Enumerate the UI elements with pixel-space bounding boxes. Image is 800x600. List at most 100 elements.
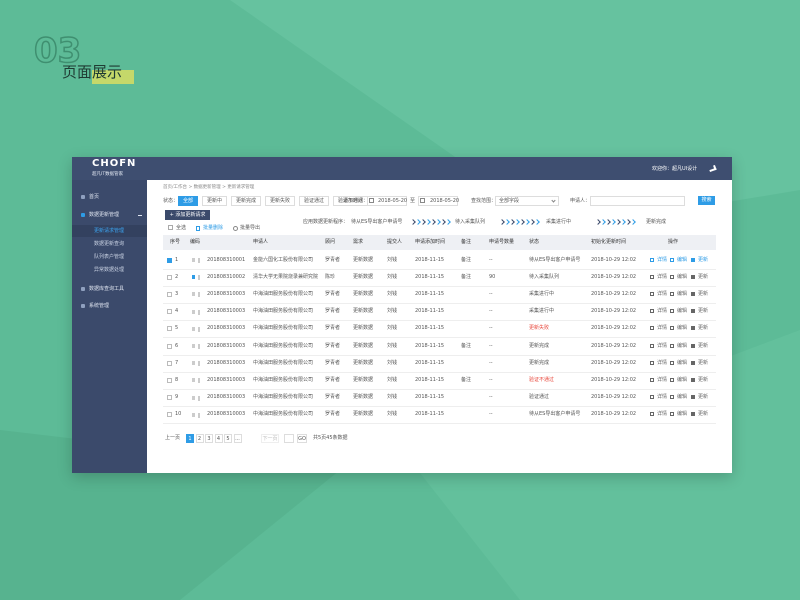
status-button[interactable]: 全部	[178, 196, 198, 206]
action-link[interactable]: 更新	[698, 394, 709, 401]
submenu-item[interactable]: 更新请求管理	[94, 227, 125, 234]
sort-icon	[198, 378, 200, 384]
bulk-select-all[interactable]: 全选	[176, 224, 187, 231]
action-link[interactable]: 更新	[698, 325, 709, 332]
row-checkbox[interactable]	[167, 360, 172, 366]
table-cell: 罗青者	[325, 308, 341, 315]
action-link[interactable]: 编辑	[677, 308, 688, 315]
filter-label: 查找范围：	[471, 197, 497, 204]
page-go[interactable]: GO	[297, 433, 307, 443]
table-cell: 2018-10-29 12:02	[591, 411, 637, 418]
row-checkbox[interactable]	[167, 291, 172, 297]
filter-label: 添加时间：	[343, 197, 369, 204]
page-number[interactable]: 1	[186, 433, 194, 443]
action-icon	[650, 309, 654, 314]
action-icon	[670, 343, 674, 348]
action-link[interactable]: 编辑	[677, 342, 688, 349]
table-cell: 2018-11-15	[415, 290, 445, 297]
page-number[interactable]: 3	[205, 433, 213, 443]
action-link[interactable]: 更新	[698, 256, 709, 263]
search-button[interactable]: 搜索	[698, 196, 715, 205]
row-checkbox[interactable]	[167, 412, 172, 418]
date-input[interactable]	[367, 196, 407, 206]
applicant-input[interactable]	[590, 196, 685, 206]
action-link[interactable]: 详情	[657, 256, 668, 263]
status-button[interactable]: 更新完成	[231, 196, 261, 206]
table-cell: 陈珍	[325, 273, 336, 280]
date-input[interactable]	[418, 196, 458, 206]
action-link[interactable]: 更新	[698, 342, 709, 349]
scope-select[interactable]	[495, 196, 559, 206]
page-next[interactable]: 下一页	[261, 433, 279, 443]
action-link[interactable]: 更新	[698, 359, 709, 366]
row-checkbox[interactable]	[167, 326, 172, 332]
action-link[interactable]: 编辑	[677, 376, 688, 383]
add-button[interactable]: + 添加更新请求	[165, 210, 210, 220]
page-number[interactable]: 4	[214, 433, 223, 443]
app-window	[72, 157, 732, 473]
table-cell: 刘钱	[387, 308, 398, 315]
status-button[interactable]: 验证通过	[299, 196, 329, 206]
action-link[interactable]: 详情	[657, 273, 668, 280]
action-link[interactable]: 编辑	[677, 256, 688, 263]
row-divider	[163, 268, 716, 270]
table-cell: 待从ES导出客户申请号	[529, 256, 581, 263]
action-link[interactable]: 编辑	[677, 359, 688, 366]
page-number[interactable]: 2	[195, 433, 204, 443]
action-link[interactable]: 详情	[657, 290, 668, 297]
menu-active	[72, 225, 147, 237]
action-icon	[691, 343, 695, 348]
table-cell: 2	[175, 273, 179, 280]
action-icon	[691, 360, 695, 365]
status-button[interactable]: 更新中	[202, 196, 227, 206]
row-checkbox[interactable]	[167, 309, 172, 315]
action-link[interactable]: 编辑	[677, 325, 688, 332]
action-link[interactable]: 更新	[698, 290, 709, 297]
submenu-item[interactable]: 队列表户管理	[94, 253, 125, 260]
row-checkbox[interactable]	[167, 274, 172, 280]
row-checkbox[interactable]	[167, 257, 172, 263]
submenu-item[interactable]: 异常数据处理	[94, 266, 125, 273]
action-link[interactable]: 更新	[698, 273, 709, 280]
action-link[interactable]: 详情	[657, 359, 668, 366]
table-cell: 备注	[461, 342, 472, 349]
action-link[interactable]: 更新	[698, 376, 709, 383]
action-link[interactable]: 详情	[657, 342, 668, 349]
action-link[interactable]: 更新	[698, 308, 709, 315]
checkbox[interactable]	[168, 225, 173, 230]
table-cell: 清华大学无果院烧录兼研究院	[253, 273, 319, 280]
page-number[interactable]: ...	[233, 433, 242, 443]
row-checkbox[interactable]	[167, 343, 172, 349]
bulk-delete[interactable]: 批量删除	[203, 224, 224, 231]
status-button[interactable]: 更新失败	[265, 196, 295, 206]
action-link[interactable]: 详情	[657, 411, 668, 418]
table-cell: 201808310003	[207, 308, 246, 315]
action-icon	[650, 343, 654, 348]
page-input[interactable]	[284, 433, 294, 443]
action-link[interactable]: 详情	[657, 308, 668, 315]
action-link[interactable]: 详情	[657, 376, 668, 383]
action-icon	[670, 395, 674, 400]
action-link[interactable]: 详情	[657, 394, 668, 401]
action-link[interactable]: 更新	[698, 411, 709, 418]
row-checkbox[interactable]	[167, 377, 172, 383]
page-prev[interactable]: 上一页	[165, 434, 181, 441]
table-cell: 更新数据	[353, 359, 374, 366]
action-icon	[670, 360, 674, 365]
action-link[interactable]: 详情	[657, 325, 668, 332]
row-divider	[163, 406, 716, 408]
bulk-export[interactable]: 批量导出	[240, 224, 261, 231]
action-link[interactable]: 编辑	[677, 290, 688, 297]
menu-item[interactable]: 系统管理	[89, 302, 110, 309]
table-cell: 3	[175, 290, 179, 297]
action-link[interactable]: 编辑	[677, 273, 688, 280]
menu-item[interactable]: 数据更新管理	[89, 211, 120, 218]
submenu-item[interactable]: 数据更新查询	[94, 240, 125, 247]
page-number[interactable]: 5	[224, 433, 232, 443]
sort-icon	[198, 292, 200, 298]
menu-item[interactable]: 首页	[89, 193, 100, 200]
action-link[interactable]: 编辑	[677, 411, 688, 418]
menu-item[interactable]: 数据库查询工具	[89, 285, 125, 292]
row-checkbox[interactable]	[167, 395, 172, 401]
action-link[interactable]: 编辑	[677, 394, 688, 401]
